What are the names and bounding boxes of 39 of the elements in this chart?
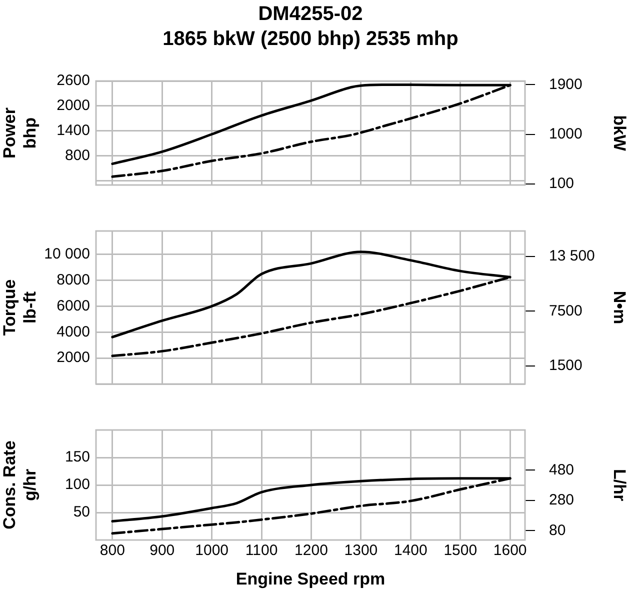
y2-tick-label: 480 (549, 461, 574, 478)
y-tick-label: 6000 (56, 297, 90, 314)
y-axis-title: Power bhp (0, 107, 40, 159)
chart-title: DM4255-02 (257, 2, 364, 27)
y-tick-label: 4000 (56, 323, 90, 340)
y-tick-label: 10 000 (44, 245, 90, 262)
y2-tick-label: 100 (549, 175, 574, 192)
y-tick-label: 50 (73, 504, 90, 521)
y2-tick-label: 1500 (549, 356, 582, 374)
y2-tick-label: 1000 (549, 125, 582, 142)
y2-tick-label: 280 (549, 492, 574, 509)
y2-axis-title: N•m (610, 290, 629, 324)
y-tick-label: 8000 (56, 271, 90, 288)
x-tick-label: 1300 (344, 542, 378, 560)
y2-axis-title: L/hr (610, 468, 629, 502)
x-tick-label: 1400 (394, 542, 428, 560)
x-tick-label: 1500 (444, 542, 478, 560)
y2-tick-label: 1900 (549, 76, 582, 93)
y2-tick-label: 80 (549, 522, 566, 539)
y-axis-title: Cons. Rate g/hr (0, 440, 40, 530)
y2-tick-label: 7500 (549, 302, 582, 320)
y-tick-label: 2000 (56, 97, 90, 114)
x-tick-label: 1000 (195, 542, 229, 560)
x-tick-label: 1200 (294, 542, 328, 560)
y-tick-label: 2600 (56, 72, 90, 90)
x-tick-label: 1100 (245, 542, 278, 560)
y-tick-label: 1400 (56, 122, 90, 140)
y-tick-label: 2000 (56, 349, 90, 366)
x-tick-label: 900 (150, 542, 175, 560)
x-tick-label: 1600 (493, 542, 527, 560)
y-tick-label: 800 (64, 147, 90, 164)
x-tick-label: 800 (100, 542, 125, 560)
y-tick-label: 150 (64, 448, 90, 466)
y2-axis-title: bkW (610, 115, 629, 152)
y2-tick-label: 13 500 (549, 248, 595, 265)
chart-subtitle: 1865 bkW (2500 bhp) 2535 mhp (162, 27, 460, 52)
y-tick-label: 100 (64, 476, 90, 494)
x-axis-title: Engine Speed rpm (236, 569, 386, 588)
y-axis-title: Torque lb-ft (0, 279, 40, 336)
